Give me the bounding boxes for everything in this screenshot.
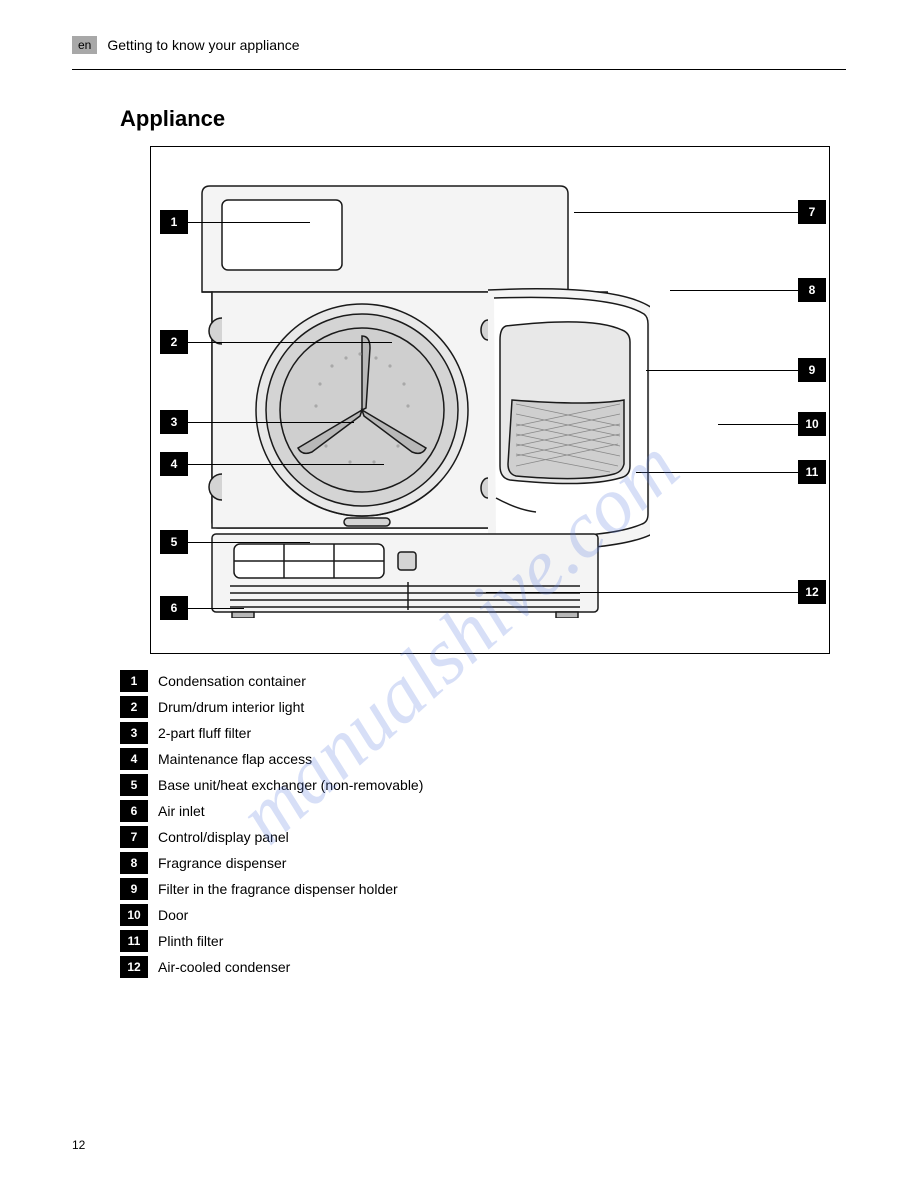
legend-text: Base unit/heat exchanger (non-removable): [158, 774, 423, 796]
callout-leader-4: [188, 464, 384, 465]
page-number: 12: [72, 1138, 85, 1152]
callout-leader-11: [636, 472, 798, 473]
legend-row: 5 Base unit/heat exchanger (non-removable…: [120, 774, 423, 796]
legend-num: 10: [120, 904, 148, 926]
legend-num: 6: [120, 800, 148, 822]
section-code-badge: en: [72, 36, 97, 54]
legend-num: 8: [120, 852, 148, 874]
legend-row: 11 Plinth filter: [120, 930, 423, 952]
legend-row: 10 Door: [120, 904, 423, 926]
callout-leader-10: [718, 424, 798, 425]
callout-leader-12: [486, 592, 798, 593]
legend-row: 1 Condensation container: [120, 670, 423, 692]
callout-marker-12: 12: [798, 580, 826, 604]
callout-marker-3: 3: [160, 410, 188, 434]
callout-marker-5: 5: [160, 530, 188, 554]
legend-list: 1 Condensation container 2 Drum/drum interi…: [120, 670, 423, 982]
section-title: Getting to know your appliance: [107, 37, 299, 53]
callout-leader-8: [670, 290, 798, 291]
callout-leader-7: [574, 212, 798, 213]
callout-leader-3: [188, 422, 354, 423]
legend-num: 4: [120, 748, 148, 770]
legend-row: 8 Fragrance dispenser: [120, 852, 423, 874]
page-header: en Getting to know your appliance: [72, 36, 846, 66]
callout-leader-5: [188, 542, 310, 543]
legend-row: 9 Filter in the fragrance dispenser holde…: [120, 878, 423, 900]
legend-row: 3 2-part fluff filter: [120, 722, 423, 744]
legend-num: 5: [120, 774, 148, 796]
legend-num: 7: [120, 826, 148, 848]
legend-text: Air-cooled condenser: [158, 956, 290, 978]
appliance-diagram: [150, 178, 650, 618]
legend-text: Maintenance flap access: [158, 748, 312, 770]
legend-row: 12 Air-cooled condenser: [120, 956, 423, 978]
callout-marker-9: 9: [798, 358, 826, 382]
callout-marker-4: 4: [160, 452, 188, 476]
legend-num: 9: [120, 878, 148, 900]
legend-row: 6 Air inlet: [120, 800, 423, 822]
callout-leader-2: [188, 342, 392, 343]
callout-marker-1: 1: [160, 210, 188, 234]
legend-row: 4 Maintenance flap access: [120, 748, 423, 770]
legend-num: 11: [120, 930, 148, 952]
legend-text: Drum/drum interior light: [158, 696, 304, 718]
legend-text: Air inlet: [158, 800, 205, 822]
callout-leader-1: [188, 222, 310, 223]
callout-marker-10: 10: [798, 412, 826, 436]
callout-marker-6: 6: [160, 596, 188, 620]
callout-marker-2: 2: [160, 330, 188, 354]
callout-leader-9: [646, 370, 798, 371]
legend-text: Fragrance dispenser: [158, 852, 286, 874]
legend-text: Condensation container: [158, 670, 306, 692]
callout-marker-8: 8: [798, 278, 826, 302]
legend-row: 2 Drum/drum interior light: [120, 696, 423, 718]
legend-text: Filter in the fragrance dispenser holder: [158, 878, 398, 900]
legend-row: 7 Control/display panel: [120, 826, 423, 848]
legend-text: Plinth filter: [158, 930, 223, 952]
legend-num: 2: [120, 696, 148, 718]
legend-num: 1: [120, 670, 148, 692]
legend-text: Control/display panel: [158, 826, 289, 848]
legend-text: 2-part fluff filter: [158, 722, 251, 744]
callout-marker-11: 11: [798, 460, 826, 484]
legend-num: 3: [120, 722, 148, 744]
figure-title: Appliance: [120, 106, 225, 132]
legend-text: Door: [158, 904, 188, 926]
legend-num: 12: [120, 956, 148, 978]
header-rule: [72, 69, 846, 70]
callout-marker-7: 7: [798, 200, 826, 224]
callout-leader-6: [188, 608, 244, 609]
